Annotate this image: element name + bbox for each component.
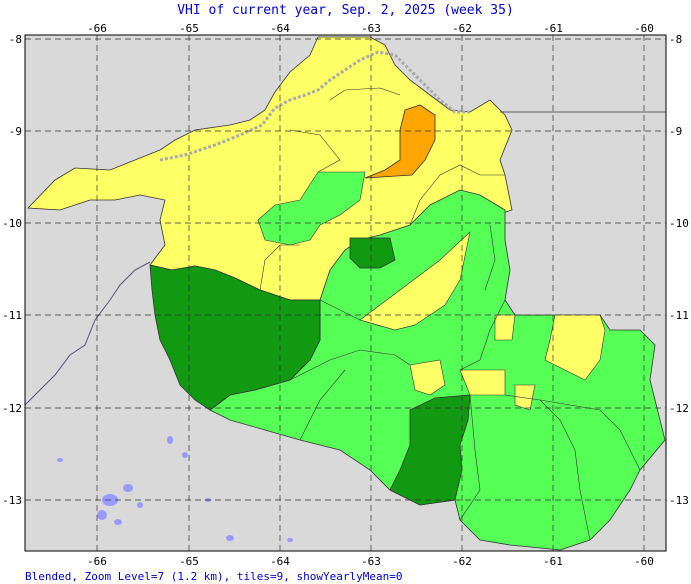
lat-tick-left: -12 <box>2 402 22 415</box>
region-dark-green-south <box>389 394 471 506</box>
river-line <box>24 261 151 406</box>
lon-tick-bottom: -64 <box>270 555 290 568</box>
lat-tick-left: -11 <box>2 309 22 322</box>
lat-tick-right: -11 <box>669 309 689 322</box>
lat-ticks-right: -8 -9 -10 -11 -12 -13 <box>669 33 689 507</box>
lon-tick-top: -64 <box>270 22 290 35</box>
lat-tick-right: -10 <box>669 217 689 230</box>
lon-ticks-top: -66 -65 -64 -63 -62 -61 -60 <box>87 22 654 35</box>
region-dark-green-center <box>349 237 396 269</box>
lon-tick-top: -61 <box>543 22 563 35</box>
lat-tick-right: -13 <box>669 494 689 507</box>
map-frame <box>24 34 667 552</box>
lat-tick-right: -12 <box>669 402 689 415</box>
lat-tick-left: -8 <box>9 33 22 46</box>
map-footer: Blended, Zoom Level=7 (1.2 km), tiles=9,… <box>25 570 403 583</box>
lon-tick-bottom: -66 <box>87 555 107 568</box>
region-light-green-north <box>257 171 366 246</box>
lat-tick-right: -9 <box>669 125 682 138</box>
lat-tick-left: -9 <box>9 125 22 138</box>
lon-tick-bottom: -62 <box>452 555 472 568</box>
map-title: VHI of current year, Sep. 2, 2025 (week … <box>177 3 514 18</box>
lon-tick-bottom: -61 <box>543 555 563 568</box>
lat-tick-left: -10 <box>2 217 22 230</box>
region-yellow-patches <box>359 231 606 411</box>
region-orange <box>364 104 436 179</box>
graticule <box>25 35 666 551</box>
lon-tick-bottom: -63 <box>361 555 381 568</box>
lon-tick-top: -63 <box>361 22 381 35</box>
lat-tick-right: -8 <box>669 33 682 46</box>
lon-tick-bottom: -65 <box>179 555 199 568</box>
dotted-border <box>159 50 470 162</box>
lon-ticks-bottom: -66 -65 -64 -63 -62 -61 -60 <box>87 555 654 568</box>
lon-tick-top: -60 <box>634 22 654 35</box>
lon-tick-top: -66 <box>87 22 107 35</box>
lat-ticks-left: -8 -9 -10 -11 -12 -13 <box>2 33 22 507</box>
lon-tick-bottom: -60 <box>634 555 654 568</box>
lat-tick-left: -13 <box>2 494 22 507</box>
lon-tick-top: -62 <box>452 22 472 35</box>
lon-tick-top: -65 <box>179 22 199 35</box>
